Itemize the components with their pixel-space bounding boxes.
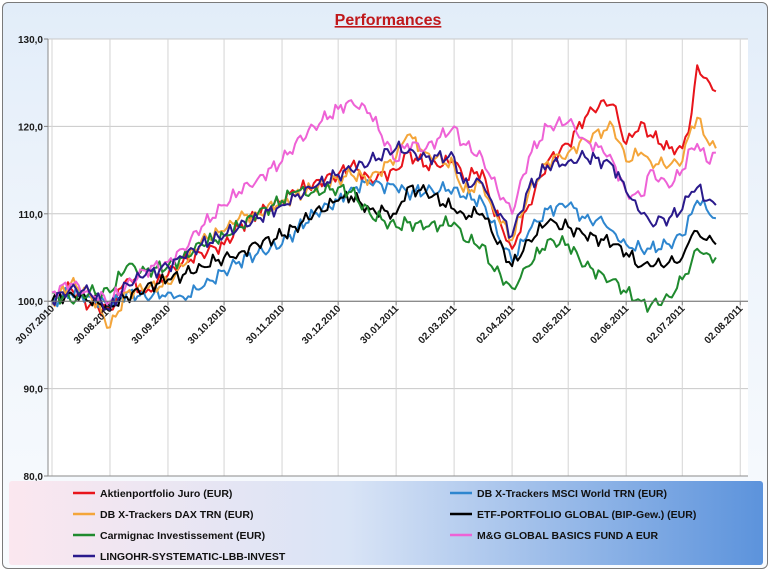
y-tick-label-1: 90,0 [24,385,44,396]
performance-chart: Performances 80,0 90,0 100,0 110,0 120,0 130,… [9,12,763,565]
legend-label-3: ETF-PORTFOLIO GLOBAL (BIP-Gew.) (EUR) [477,509,696,521]
chart-title: Performances [335,12,442,29]
y-tick-label-5: 130,0 [18,35,43,46]
series-line-6 [51,140,717,311]
legend-label-0: Aktienportfolio Juro (EUR) [100,488,232,500]
legend-item-1: DB X-Trackers MSCI World TRN (EUR) [450,488,667,500]
y-tick-label-3: 110,0 [19,210,44,221]
y-tick-label-4: 120,0 [18,122,43,133]
legend-label-6: LINGOHR-SYSTEMATIC-LBB-INVEST [100,551,286,563]
legend-label-5: M&G GLOBAL BASICS FUND A EUR [477,530,658,542]
legend-item-5: M&G GLOBAL BASICS FUND A EUR [450,530,658,542]
legend-item-4: Carmignac Investissement (EUR) [73,530,265,542]
legend-label-2: DB X-Trackers DAX TRN (EUR) [100,509,253,521]
series-line-2 [51,116,717,329]
legend-item-0: Aktienportfolio Juro (EUR) [73,488,232,500]
y-tick-label-0: 80,0 [24,472,44,483]
series-line-3 [51,184,717,311]
legend-item-3: ETF-PORTFOLIO GLOBAL (BIP-Gew.) (EUR) [450,509,696,521]
y-tick-label-2: 100,0 [18,297,43,308]
plot-area [48,39,748,476]
legend-label-1: DB X-Trackers MSCI World TRN (EUR) [477,488,667,500]
legend-item-6: LINGOHR-SYSTEMATIC-LBB-INVEST [73,551,286,563]
legend-background [9,481,763,565]
legend-label-4: Carmignac Investissement (EUR) [100,530,265,542]
legend-item-2: DB X-Trackers DAX TRN (EUR) [73,509,253,521]
series-line-1 [51,179,717,309]
